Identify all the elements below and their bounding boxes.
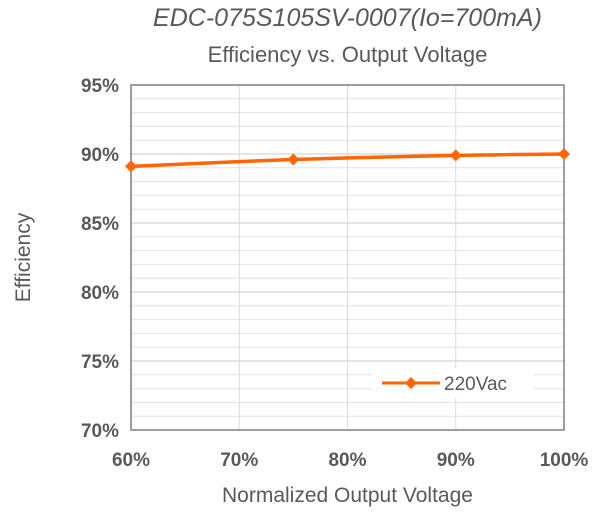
y-axis-ticks: 70% 75% 80% 85% 90% 95% xyxy=(81,76,119,442)
x-tick-label: 80% xyxy=(328,450,366,471)
gridlines xyxy=(130,84,565,431)
x-tick-label: 90% xyxy=(437,450,475,471)
y-tick-label: 85% xyxy=(81,214,119,235)
data-point-220vac xyxy=(558,148,570,160)
y-tick-label: 75% xyxy=(81,352,119,373)
data-point-220vac xyxy=(287,153,300,166)
x-axis-ticks: 60% 70% 80% 90% 100% xyxy=(112,450,588,471)
y-tick-label: 70% xyxy=(81,421,119,442)
legend-marker-220vac xyxy=(405,377,417,389)
chart-title: EDC-075S105SV-0007(Io=700mA) xyxy=(153,4,542,32)
y-tick-label: 95% xyxy=(81,76,119,97)
series-layer xyxy=(125,148,570,173)
y-tick-label: 90% xyxy=(81,145,119,166)
x-tick-label: 100% xyxy=(540,450,589,471)
plot-area-border xyxy=(130,84,565,431)
series-line-220vac xyxy=(130,152,565,169)
x-tick-label: 60% xyxy=(112,450,150,471)
y-axis-label: Efficiency xyxy=(12,212,35,302)
legend-label-220vac: 220Vac xyxy=(444,374,507,395)
chart-subtitle: Efficiency vs. Output Voltage xyxy=(207,42,488,67)
y-tick-label: 80% xyxy=(81,283,119,304)
legend: 220Vac xyxy=(372,368,534,398)
data-point-220vac xyxy=(125,160,137,173)
x-tick-label: 70% xyxy=(220,450,258,471)
x-axis-label: Normalized Output Voltage xyxy=(222,484,473,507)
data-point-220vac xyxy=(449,149,462,162)
